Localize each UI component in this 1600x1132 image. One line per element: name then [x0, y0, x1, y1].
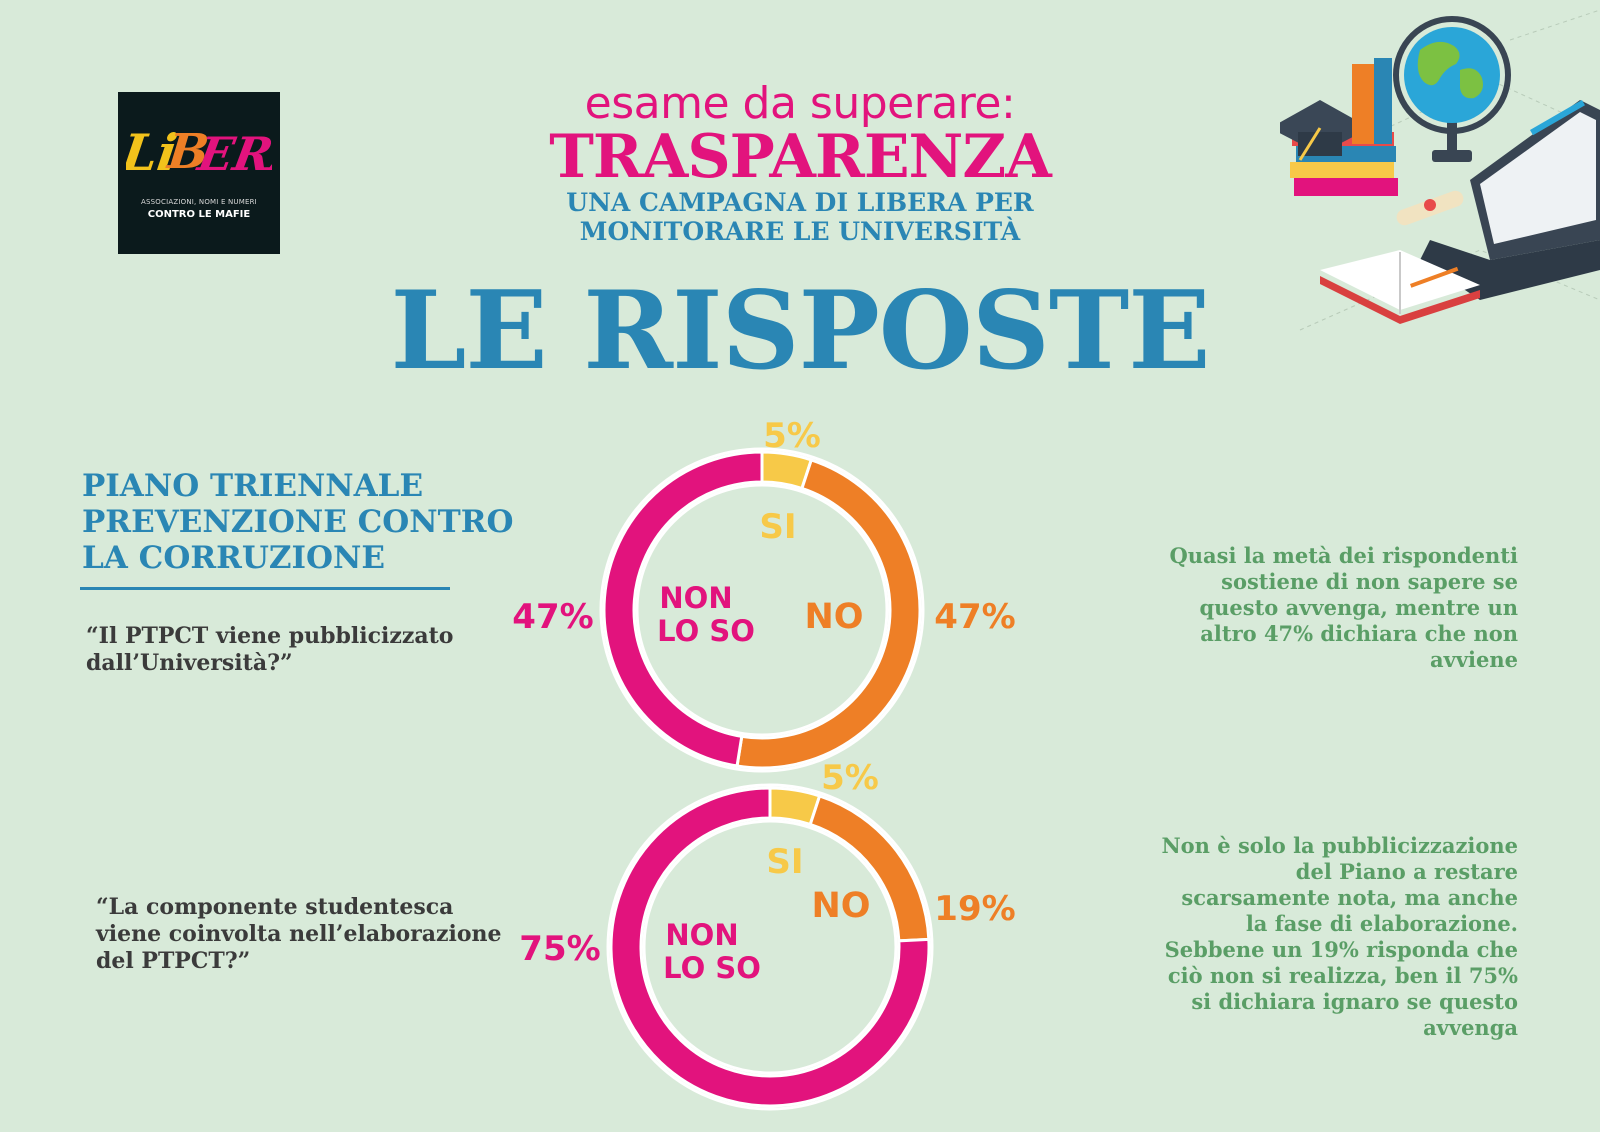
question-line: dall’Università?” — [86, 650, 293, 676]
libera-logo: Li B ERA ASSOCIAZIONI, NOMI E NUMERI CON… — [118, 92, 280, 254]
section-title-line: PIANO TRIENNALE — [82, 468, 424, 504]
headline: TRASPARENZA — [549, 122, 1052, 192]
donut-slice-non-lo-so — [602, 450, 764, 768]
note-line: avviene — [1430, 647, 1518, 672]
page-title: LE RISPOSTE — [390, 268, 1210, 394]
svg-text:ERA: ERA — [192, 126, 272, 181]
svg-text:B: B — [163, 124, 211, 180]
donut-slice-non-lo-so — [609, 786, 931, 1108]
question-1: “Il PTPCT viene pubblicizzato dall’Unive… — [86, 623, 506, 677]
kicker-text: esame da superare: — [584, 78, 1016, 129]
subtitle-line-1: UNA CAMPAGNA DI LIBERA PER — [566, 188, 1034, 217]
note-line: la fase di elaborazione. — [1245, 911, 1518, 936]
note-line: Sebbene un 19% risponda che — [1164, 937, 1518, 962]
note-line: scarsamente nota, ma anche — [1181, 885, 1518, 910]
donut-outer-outline — [606, 783, 934, 1111]
svg-text:Li: Li — [126, 123, 181, 182]
libera-wordmark-icon: Li B ERA — [126, 123, 272, 182]
note-line: si dichiara ignaro se questo — [1191, 989, 1518, 1014]
donut-inner-outline — [642, 819, 898, 1075]
question-line: viene coinvolta nell’elaborazione — [96, 921, 502, 947]
category-label-non-lo-so: NON LO SO — [657, 581, 755, 648]
value-label-si: 5% — [821, 758, 879, 798]
note-line: sostiene di non sapere se — [1221, 569, 1518, 594]
question-line: del PTPCT?” — [96, 948, 251, 974]
value-label-no: 19% — [934, 889, 1015, 929]
note-line: ciò non si realizza, ben il 75% — [1167, 963, 1518, 988]
section-title-line: PREVENZIONE CONTRO — [82, 504, 514, 540]
note-line: del Piano a restare — [1295, 859, 1518, 884]
section-divider — [80, 587, 450, 590]
category-label-si: SI — [766, 842, 803, 882]
donut-chart-1: 5% 47% 47% SI NO NON LO SO — [512, 416, 1016, 773]
note-line: Non è solo la pubblicizzazione — [1161, 833, 1518, 858]
value-label-si: 5% — [763, 416, 821, 456]
note-1: Quasi la metà dei rispondenti sostiene d… — [1100, 543, 1518, 673]
donut-outer-outline — [599, 447, 925, 773]
logo-name: CONTRO LE MAFIE — [147, 209, 251, 220]
education-illustration-icon — [1280, 9, 1600, 331]
donut-inner-outline — [635, 483, 889, 737]
value-label-no: 47% — [934, 597, 1015, 637]
subtitle-line-2: MONITORARE LE UNIVERSITÀ — [579, 217, 1021, 246]
question-2: “La componente studentesca viene coinvol… — [96, 894, 526, 975]
category-label-non-lo-so: NON LO SO — [663, 918, 761, 985]
note-line: questo avvenga, mentre un — [1199, 595, 1518, 620]
note-line: altro 47% dichiara che non — [1200, 621, 1518, 646]
note-line: Quasi la metà dei rispondenti — [1169, 543, 1518, 568]
note-line: avvenga — [1423, 1015, 1518, 1040]
question-line: “La componente studentesca — [96, 894, 454, 920]
section-title: PIANO TRIENNALE PREVENZIONE CONTRO LA CO… — [82, 468, 522, 576]
value-label-non-lo-so: 47% — [512, 597, 593, 637]
category-label-no: NO — [811, 886, 870, 926]
question-line: “Il PTPCT viene pubblicizzato — [86, 623, 454, 649]
category-label-si: SI — [759, 507, 796, 547]
logo-tagline: ASSOCIAZIONI, NOMI E NUMERI — [141, 198, 257, 206]
category-label-no: NO — [804, 597, 863, 637]
section-title-line: LA CORRUZIONE — [82, 540, 385, 576]
value-label-non-lo-so: 75% — [519, 929, 600, 969]
note-2: Non è solo la pubblicizzazione del Piano… — [1090, 833, 1518, 1041]
